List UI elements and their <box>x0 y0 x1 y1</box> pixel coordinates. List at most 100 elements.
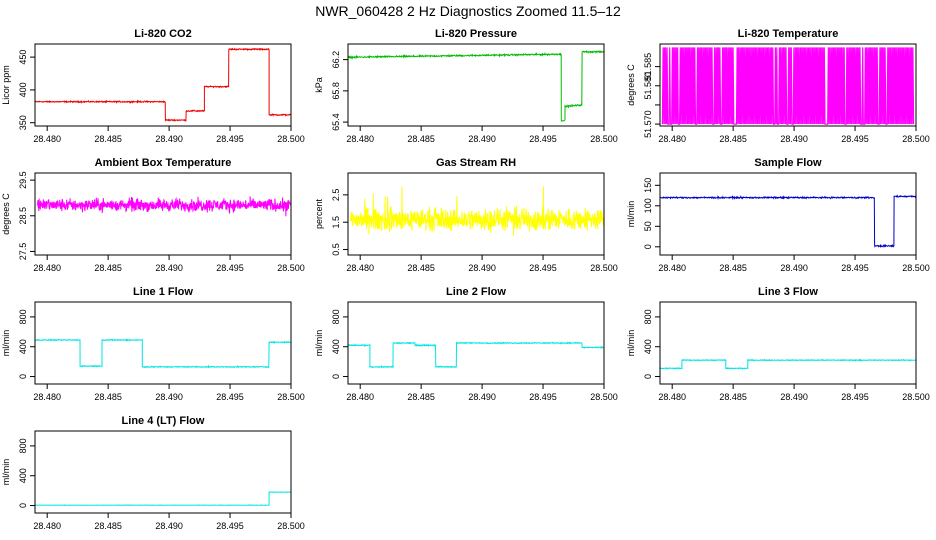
x-tick-label: 28.500 <box>277 392 305 402</box>
x-tick-label: 28.485 <box>407 392 435 402</box>
x-tick-label: 28.480 <box>346 263 374 273</box>
panel-7: Line 1 Flow ml/min 28.480 28.485 28.490 28.49… <box>1 286 305 402</box>
panel-10: Line 4 (LT) Flow ml/min 28.480 28.485 28.490… <box>1 415 305 531</box>
data-series-line <box>659 358 917 370</box>
y-tick-label: 0.5 <box>331 243 341 256</box>
plot-frame <box>347 301 605 385</box>
y-tick-label: 51.570 <box>643 110 653 138</box>
x-axis: 28.480 28.485 28.490 28.495 28.500 <box>33 513 305 531</box>
y-tick-label: 2.5 <box>331 189 341 202</box>
x-tick-label: 28.495 <box>216 134 244 144</box>
x-tick-label: 28.490 <box>780 134 808 144</box>
y-axis: 0 50 100 150 <box>643 178 660 249</box>
plot-frame <box>347 43 605 127</box>
y-tick-label: 150 <box>643 178 653 193</box>
data-series-line <box>34 47 292 122</box>
plot-frame <box>659 301 917 385</box>
y-axis-label: ml/min <box>1 459 11 486</box>
y-tick-label: 400 <box>331 339 341 354</box>
y-tick-label: 27.5 <box>18 243 28 261</box>
data-series-line <box>349 186 605 236</box>
y-tick-label: 400 <box>18 82 28 97</box>
y-axis-label: Licor ppm <box>1 65 11 105</box>
x-tick-label: 28.500 <box>902 263 930 273</box>
x-tick-label: 28.500 <box>902 134 930 144</box>
panel-title: Li-820 CO2 <box>134 28 191 40</box>
x-tick-label: 28.500 <box>590 392 618 402</box>
x-axis: 28.480 28.485 28.490 28.495 28.500 <box>33 255 305 273</box>
x-tick-label: 28.490 <box>155 392 183 402</box>
plot-frame <box>659 43 917 127</box>
x-tick-label: 28.485 <box>94 521 122 531</box>
x-tick-label: 28.500 <box>277 521 305 531</box>
y-tick-label: 0 <box>18 374 28 379</box>
y-tick-label: 800 <box>18 438 28 453</box>
data-series-line <box>36 196 292 217</box>
panel-8: Line 2 Flow ml/min 28.480 28.485 28.490 28.49… <box>314 286 618 402</box>
x-tick-label: 28.495 <box>216 263 244 273</box>
plot-frame <box>34 301 292 385</box>
panel-title: Sample Flow <box>754 157 822 169</box>
x-tick-label: 28.485 <box>407 263 435 273</box>
y-axis: 0.5 1.5 2.5 <box>331 189 348 256</box>
y-tick-label: 28.5 <box>18 207 28 225</box>
y-axis: 65.4 65.8 66.2 <box>331 51 348 131</box>
panel-title: Line 3 Flow <box>758 286 818 298</box>
data-series-line <box>661 47 915 125</box>
data-series-line <box>347 341 605 369</box>
y-axis: 27.5 28.5 29.5 <box>18 171 35 260</box>
x-tick-label: 28.490 <box>468 134 496 144</box>
x-tick-label: 28.485 <box>94 263 122 273</box>
y-tick-label: 400 <box>18 468 28 483</box>
x-axis: 28.480 28.485 28.490 28.495 28.500 <box>658 255 930 273</box>
y-tick-label: 100 <box>643 198 653 213</box>
x-tick-label: 28.485 <box>719 134 747 144</box>
x-tick-label: 28.500 <box>902 392 930 402</box>
x-tick-label: 28.490 <box>155 134 183 144</box>
panel-3: Li-820 Temperature degrees C 28.480 28.485 2… <box>626 28 930 144</box>
x-tick-label: 28.500 <box>590 134 618 144</box>
chart-panels: Li-820 CO2 Licor ppm 28.480 28.485 28.490 28.… <box>1 28 930 531</box>
x-tick-label: 28.485 <box>719 392 747 402</box>
data-series-line <box>34 338 292 369</box>
panel-title: Ambient Box Temperature <box>95 157 232 169</box>
x-tick-label: 28.480 <box>658 134 686 144</box>
y-axis: 350 400 450 <box>18 50 35 130</box>
x-tick-label: 28.480 <box>658 392 686 402</box>
y-axis-label: percent <box>314 198 324 229</box>
x-tick-label: 28.495 <box>841 263 869 273</box>
x-tick-label: 28.500 <box>277 263 305 273</box>
x-tick-label: 28.480 <box>658 263 686 273</box>
x-tick-label: 28.485 <box>94 392 122 402</box>
x-tick-label: 28.500 <box>277 134 305 144</box>
y-axis-label: ml/min <box>1 330 11 357</box>
x-axis: 28.480 28.485 28.490 28.495 28.500 <box>346 255 618 273</box>
y-axis-label: degrees C <box>626 64 636 106</box>
x-tick-label: 28.480 <box>33 263 61 273</box>
plot-frame <box>34 43 292 127</box>
x-axis: 28.480 28.485 28.490 28.495 28.500 <box>33 126 305 144</box>
x-axis: 28.480 28.485 28.490 28.495 28.500 <box>346 126 618 144</box>
y-axis-label: degrees C <box>1 193 11 235</box>
plot-frame <box>659 172 917 256</box>
panel-title: Li-820 Pressure <box>435 28 517 40</box>
plot-frame <box>34 172 292 256</box>
x-tick-label: 28.485 <box>719 263 747 273</box>
data-series-line <box>659 194 917 249</box>
panel-title: Li-820 Temperature <box>738 28 839 40</box>
y-axis: 0 400 800 <box>643 309 660 379</box>
x-tick-label: 28.490 <box>155 263 183 273</box>
y-tick-label: 0 <box>643 244 653 249</box>
x-tick-label: 28.485 <box>407 134 435 144</box>
data-series-line <box>347 49 605 122</box>
y-tick-label: 450 <box>18 50 28 65</box>
y-tick-label: 51.585 <box>643 53 653 81</box>
x-tick-label: 28.490 <box>468 392 496 402</box>
y-tick-label: 65.4 <box>331 113 341 131</box>
